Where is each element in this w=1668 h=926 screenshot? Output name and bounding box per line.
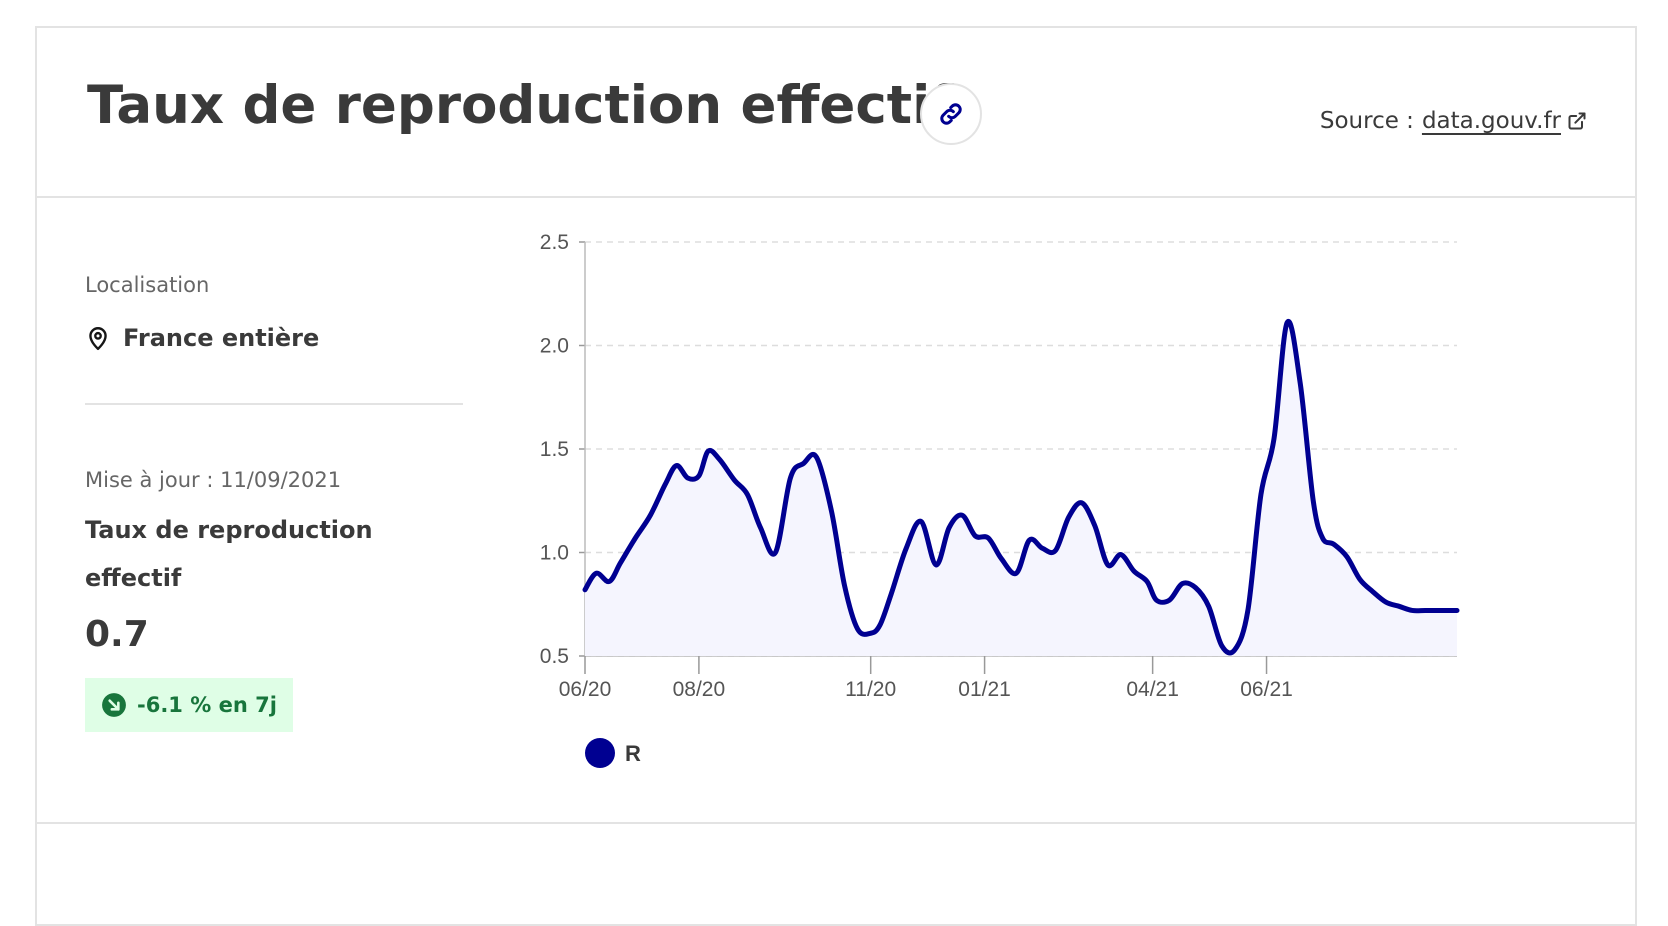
source-prefix: Source : [1319, 108, 1414, 134]
y-tick-label: 1.0 [540, 542, 569, 565]
y-tick-label: 2.5 [540, 231, 569, 254]
page-title: Taux de reproduction effectif [87, 75, 954, 136]
arrow-down-right-icon [102, 693, 126, 717]
update-date: Mise à jour : 11/09/2021 [85, 468, 342, 492]
sidebar-divider [85, 403, 463, 405]
map-pin-icon [89, 327, 107, 351]
source-link[interactable]: data.gouv.fr [1422, 108, 1587, 134]
location-name: France entière [123, 324, 320, 352]
x-tick-label: 06/20 [559, 678, 612, 701]
y-tick-label: 1.5 [540, 438, 569, 461]
link-icon [940, 103, 962, 125]
external-link-icon [1568, 112, 1586, 130]
location-label: Localisation [85, 273, 210, 297]
location-value: France entière [85, 324, 319, 352]
y-tick-label: 0.5 [540, 645, 569, 668]
trend-text: -6.1 % en 7j [137, 693, 277, 717]
r-line-chart: 2.5 2.0 1.5 1.0 0.5 06/20 08/20 11/20 01/21 04/21… [540, 231, 1460, 768]
y-tick-label: 2.0 [540, 335, 569, 358]
series-line-r [582, 318, 1460, 656]
x-tick-label: 08/20 [673, 678, 726, 701]
x-tick-label: 11/20 [845, 678, 896, 701]
card-footer-divider [37, 822, 1635, 824]
chart-area: 2.5 2.0 1.5 1.0 0.5 06/20 08/20 11/20 01/21 04/21… [507, 196, 1607, 836]
source-link-label: data.gouv.fr [1421, 108, 1561, 134]
card-header: Taux de reproduction effectif Source : d… [37, 28, 1635, 198]
x-tick-label: 06/21 [1240, 678, 1293, 701]
legend-label-r: R [625, 741, 641, 766]
metric-name: Taux de reproduction effectif [85, 516, 373, 592]
copy-link-button[interactable] [920, 83, 982, 145]
source-line: Source : data.gouv.fr [1320, 108, 1587, 134]
legend-swatch-r [585, 738, 615, 768]
trend-badge: -6.1 % en 7j [85, 678, 293, 732]
metric-value: 0.7 [85, 614, 149, 655]
x-tick-label: 04/21 [1126, 678, 1179, 701]
indicator-card: Taux de reproduction effectif Source : d… [35, 26, 1637, 926]
x-tick-label: 01/21 [958, 678, 1011, 701]
series-area-fill [585, 321, 1457, 656]
